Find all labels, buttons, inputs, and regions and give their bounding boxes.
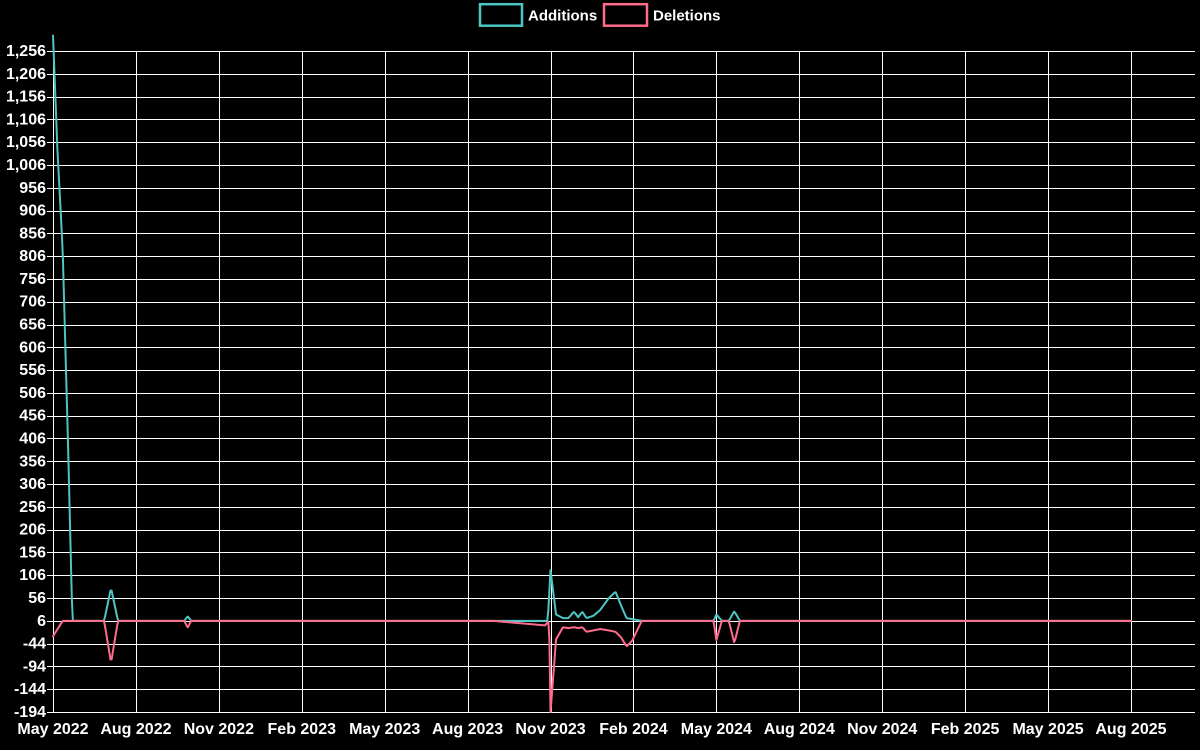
svg-text:Feb 2023: Feb 2023 bbox=[268, 721, 337, 738]
svg-text:Nov 2022: Nov 2022 bbox=[184, 721, 254, 738]
svg-text:256: 256 bbox=[19, 499, 46, 516]
svg-text:956: 956 bbox=[19, 180, 46, 197]
svg-text:May 2022: May 2022 bbox=[17, 721, 88, 738]
svg-text:Feb 2025: Feb 2025 bbox=[931, 721, 1000, 738]
svg-text:May 2025: May 2025 bbox=[1012, 721, 1083, 738]
svg-text:Deletions: Deletions bbox=[653, 8, 721, 25]
svg-text:Aug 2023: Aug 2023 bbox=[432, 721, 503, 738]
svg-text:706: 706 bbox=[19, 294, 46, 311]
svg-text:856: 856 bbox=[19, 225, 46, 242]
svg-text:1,056: 1,056 bbox=[6, 134, 46, 151]
svg-text:56: 56 bbox=[28, 590, 46, 607]
svg-text:Additions: Additions bbox=[528, 8, 597, 25]
svg-text:Aug 2022: Aug 2022 bbox=[100, 721, 171, 738]
svg-text:206: 206 bbox=[19, 522, 46, 539]
svg-text:806: 806 bbox=[19, 248, 46, 265]
svg-text:Feb 2024: Feb 2024 bbox=[599, 721, 668, 738]
svg-text:Aug 2024: Aug 2024 bbox=[764, 721, 835, 738]
svg-text:Nov 2024: Nov 2024 bbox=[847, 721, 917, 738]
svg-text:Nov 2023: Nov 2023 bbox=[515, 721, 585, 738]
svg-text:756: 756 bbox=[19, 271, 46, 288]
svg-text:106: 106 bbox=[19, 567, 46, 584]
svg-text:May 2023: May 2023 bbox=[349, 721, 420, 738]
svg-text:1,006: 1,006 bbox=[6, 157, 46, 174]
svg-text:506: 506 bbox=[19, 385, 46, 402]
svg-text:656: 656 bbox=[19, 317, 46, 334]
svg-text:-44: -44 bbox=[23, 636, 46, 653]
svg-text:-194: -194 bbox=[14, 704, 46, 721]
svg-text:356: 356 bbox=[19, 453, 46, 470]
svg-text:406: 406 bbox=[19, 430, 46, 447]
svg-text:-94: -94 bbox=[23, 658, 46, 675]
svg-text:6: 6 bbox=[37, 613, 46, 630]
svg-text:1,206: 1,206 bbox=[6, 66, 46, 83]
svg-text:1,256: 1,256 bbox=[6, 43, 46, 60]
svg-text:156: 156 bbox=[19, 544, 46, 561]
svg-text:1,156: 1,156 bbox=[6, 89, 46, 106]
svg-text:556: 556 bbox=[19, 362, 46, 379]
svg-text:906: 906 bbox=[19, 203, 46, 220]
svg-text:Aug 2025: Aug 2025 bbox=[1095, 721, 1166, 738]
svg-text:-144: -144 bbox=[14, 681, 46, 698]
svg-text:606: 606 bbox=[19, 339, 46, 356]
svg-text:456: 456 bbox=[19, 408, 46, 425]
svg-text:1,106: 1,106 bbox=[6, 111, 46, 128]
svg-text:306: 306 bbox=[19, 476, 46, 493]
svg-text:May 2024: May 2024 bbox=[681, 721, 752, 738]
